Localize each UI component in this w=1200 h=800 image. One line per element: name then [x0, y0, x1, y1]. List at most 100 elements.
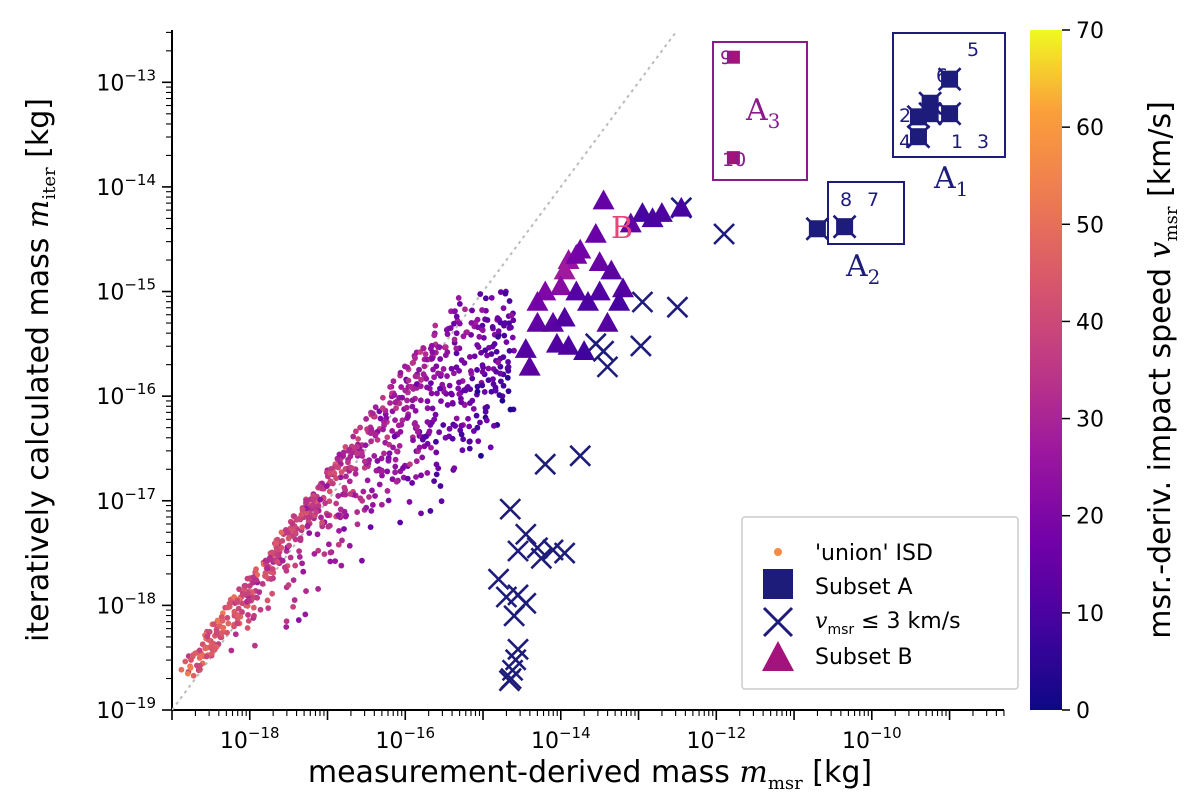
point-label-5: 5 — [967, 39, 979, 61]
union-point — [456, 320, 463, 327]
union-point — [418, 472, 424, 479]
union-point — [458, 431, 465, 438]
union-point — [435, 370, 441, 377]
union-point — [193, 662, 200, 669]
union-point — [409, 397, 416, 404]
union-point — [503, 339, 510, 346]
slow-x-marker — [498, 669, 521, 692]
subset-a-x-stroke — [937, 67, 962, 92]
union-point — [460, 436, 467, 443]
union-point — [449, 400, 456, 407]
slow-x-marker — [499, 498, 522, 521]
union-point — [306, 530, 313, 536]
union-point — [505, 359, 511, 365]
union-point — [394, 448, 400, 455]
union-point — [231, 608, 238, 615]
union-point — [469, 375, 476, 382]
union-point — [373, 467, 380, 474]
union-point — [485, 365, 492, 372]
union-point — [220, 624, 227, 631]
union-point — [330, 480, 336, 487]
union-point — [453, 364, 460, 371]
union-point — [432, 411, 439, 418]
union-point — [354, 509, 361, 515]
union-point — [474, 316, 481, 323]
union-point — [376, 481, 383, 488]
union-point — [458, 357, 465, 364]
union-point — [358, 450, 365, 456]
slow-x-marker — [503, 604, 526, 627]
union-point — [327, 549, 334, 556]
union-point — [431, 332, 438, 339]
union-point — [462, 306, 468, 313]
slow-x-marker — [507, 540, 529, 562]
subset-b-triangle — [608, 291, 631, 311]
union-point — [508, 312, 515, 319]
union-point — [314, 531, 321, 538]
x-tick-label: 10−18 — [220, 724, 280, 754]
y-tick-label: 10−15 — [96, 276, 156, 306]
union-point — [409, 360, 416, 366]
union-point — [508, 324, 514, 331]
union-point — [479, 369, 486, 375]
union-point — [451, 320, 457, 327]
union-point — [379, 405, 386, 412]
union-point — [493, 348, 500, 355]
union-point — [450, 370, 457, 377]
union-point — [242, 582, 249, 589]
point-label-1: 1 — [951, 131, 963, 153]
slow-x-marker — [569, 444, 592, 467]
union-point — [393, 405, 399, 412]
union-point — [281, 564, 288, 571]
union-point — [239, 609, 245, 615]
x-axis-title: measurement-derived mass mmsr [kg] — [308, 755, 872, 794]
union-point — [488, 294, 495, 301]
union-point — [339, 537, 345, 544]
union-point — [347, 491, 354, 497]
union-point — [424, 405, 431, 412]
union-point — [213, 630, 220, 636]
union-point — [453, 350, 460, 357]
union-point — [374, 436, 381, 443]
legend-label-slow: vmsr ≤ 3 km/s — [815, 609, 961, 638]
union-point — [455, 385, 462, 392]
union-point — [232, 631, 239, 638]
subset-b-triangles — [514, 189, 693, 376]
union-point — [449, 435, 456, 442]
union-point — [296, 548, 302, 555]
slow-x-marker — [629, 335, 652, 357]
union-point — [333, 475, 339, 482]
union-point — [420, 371, 427, 378]
union-point — [436, 385, 443, 392]
union-point — [386, 450, 393, 457]
union-point — [416, 366, 422, 373]
colorbar-tick-label: 60 — [1076, 116, 1104, 141]
union-point — [488, 351, 495, 357]
union-point — [479, 327, 486, 334]
union-point — [494, 315, 501, 321]
union-point — [290, 577, 297, 584]
subset-b-triangle — [619, 212, 642, 233]
union-point — [379, 472, 385, 479]
union-point — [286, 542, 292, 549]
union-point — [392, 463, 399, 470]
slow-x-stroke — [499, 498, 522, 521]
union-point — [392, 399, 399, 406]
union-point — [422, 351, 429, 358]
legend-dot-marker — [774, 548, 782, 556]
union-point — [480, 334, 487, 341]
union-point — [405, 377, 412, 384]
union-point — [484, 352, 490, 359]
y-tick-label: 10−13 — [96, 66, 156, 96]
union-point — [264, 557, 271, 564]
union-point — [225, 620, 232, 627]
slow-x-stroke — [596, 355, 619, 378]
union-point — [502, 290, 509, 297]
union-point — [219, 617, 226, 624]
union-point — [244, 575, 251, 582]
union-point — [438, 498, 445, 505]
union-point — [437, 483, 444, 489]
union-point — [433, 449, 440, 456]
union-point — [498, 378, 504, 385]
union-point — [319, 519, 326, 526]
